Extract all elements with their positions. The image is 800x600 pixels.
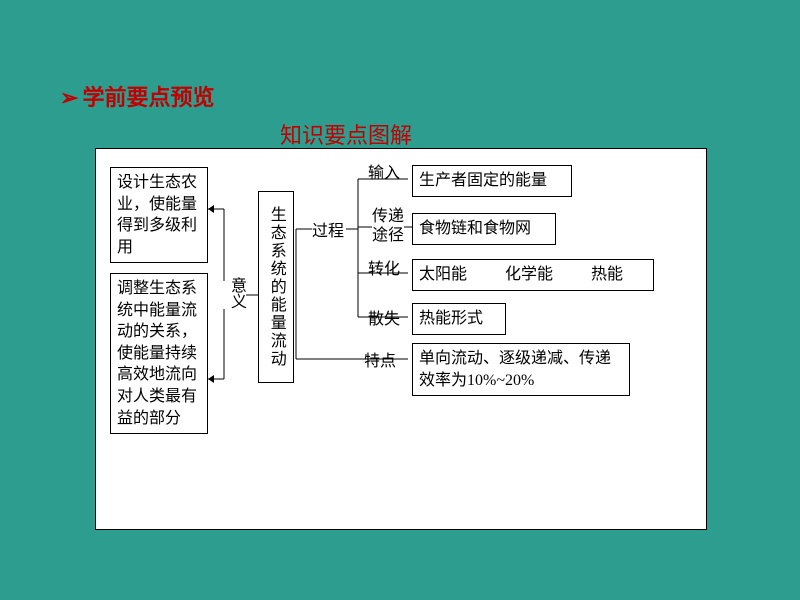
subtitle: 知识要点图解 xyxy=(280,118,412,150)
label-path: 传递途径 xyxy=(372,207,406,245)
trans-solar: 太阳能 xyxy=(419,266,467,283)
box-path: 食物链和食物网 xyxy=(412,213,556,245)
diagram-frame: 设计生态农业，使能量得到多级利用 调整生态系统中能量流动的关系，使能量持续高效地… xyxy=(95,148,707,530)
box-feature: 单向流动、逐级递减、传递效率为10%~20% xyxy=(412,343,630,396)
label-input: 输入 xyxy=(368,159,400,183)
label-trans: 转化 xyxy=(368,255,400,279)
box-loss: 热能形式 xyxy=(412,303,506,335)
label-process: 过程 xyxy=(312,217,344,241)
slide-page: ➢学前要点预览 知识要点图解 xyxy=(0,0,800,600)
box-left-agriculture: 设计生态农业，使能量得到多级利用 xyxy=(110,167,208,263)
label-meaning: 意义 xyxy=(224,277,248,309)
trans-heat: 热能 xyxy=(591,266,623,283)
label-feature: 特点 xyxy=(364,347,396,371)
box-left-adjust: 调整生态系统中能量流动的关系，使能量持续高效地流向对人类最有益的部分 xyxy=(110,273,208,434)
box-trans: 太阳能 化学能 热能 xyxy=(412,259,654,291)
header-text: 学前要点预览 xyxy=(82,85,214,110)
header-arrow-icon: ➢ xyxy=(60,85,78,111)
label-loss: 散失 xyxy=(368,305,400,329)
box-input: 生产者固定的能量 xyxy=(412,165,572,197)
header: ➢学前要点预览 xyxy=(60,80,214,112)
box-center: 生态系统的能量流动 xyxy=(258,191,294,383)
trans-chem: 化学能 xyxy=(505,266,553,283)
